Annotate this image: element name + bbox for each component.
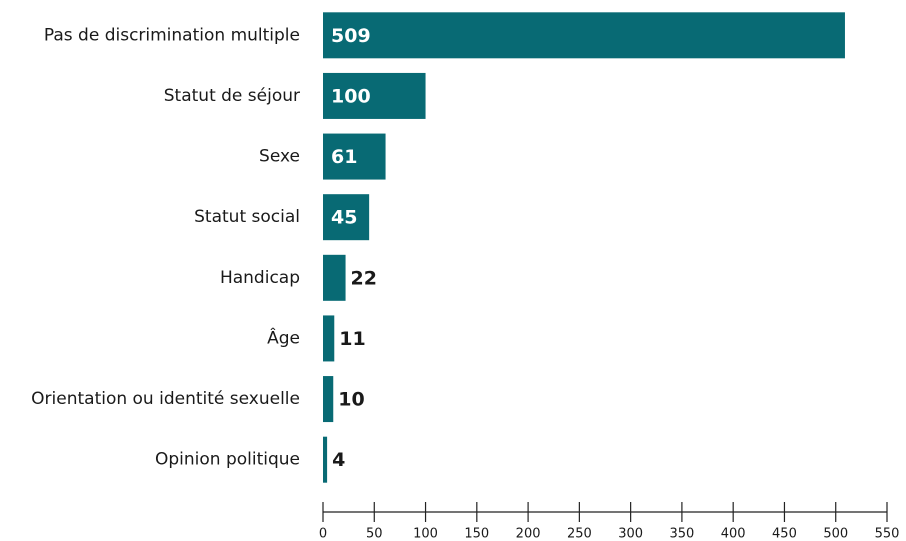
x-tick-label: 100 [413, 527, 438, 541]
value-label: 11 [339, 328, 365, 350]
value-label: 45 [331, 207, 357, 229]
bar [323, 376, 334, 423]
bar [323, 436, 328, 483]
x-tick-label: 550 [875, 527, 900, 541]
y-tick-label: Pas de discrimination multiple [44, 25, 300, 45]
y-tick-label: Âge [267, 326, 300, 348]
value-label: 4 [332, 449, 345, 471]
x-tick-label: 500 [823, 527, 848, 541]
x-tick-label: 450 [772, 527, 797, 541]
bar [323, 315, 335, 362]
y-tick-label: Statut social [194, 207, 300, 227]
bar [323, 194, 370, 241]
bar [323, 133, 386, 180]
y-tick-label: Handicap [220, 268, 300, 288]
value-label: 10 [338, 389, 364, 411]
bar [323, 72, 426, 119]
x-tick-label: 400 [721, 527, 746, 541]
y-tick-label: Sexe [259, 147, 300, 167]
x-tick-label: 50 [366, 527, 383, 541]
value-label: 61 [331, 146, 357, 168]
bar [323, 254, 346, 301]
value-label: 22 [351, 267, 377, 289]
x-tick-label: 0 [319, 527, 327, 541]
x-tick-label: 300 [618, 527, 643, 541]
bar [323, 12, 845, 59]
x-tick-label: 150 [464, 527, 489, 541]
x-tick-label: 200 [516, 527, 541, 541]
value-label: 100 [331, 85, 371, 107]
y-tick-label: Statut de séjour [164, 86, 300, 106]
x-tick-label: 250 [567, 527, 592, 541]
y-tick-label: Opinion politique [155, 450, 300, 470]
x-tick-label: 350 [669, 527, 694, 541]
y-tick-label: Orientation ou identité sexuelle [31, 389, 300, 409]
value-label: 509 [331, 25, 371, 47]
